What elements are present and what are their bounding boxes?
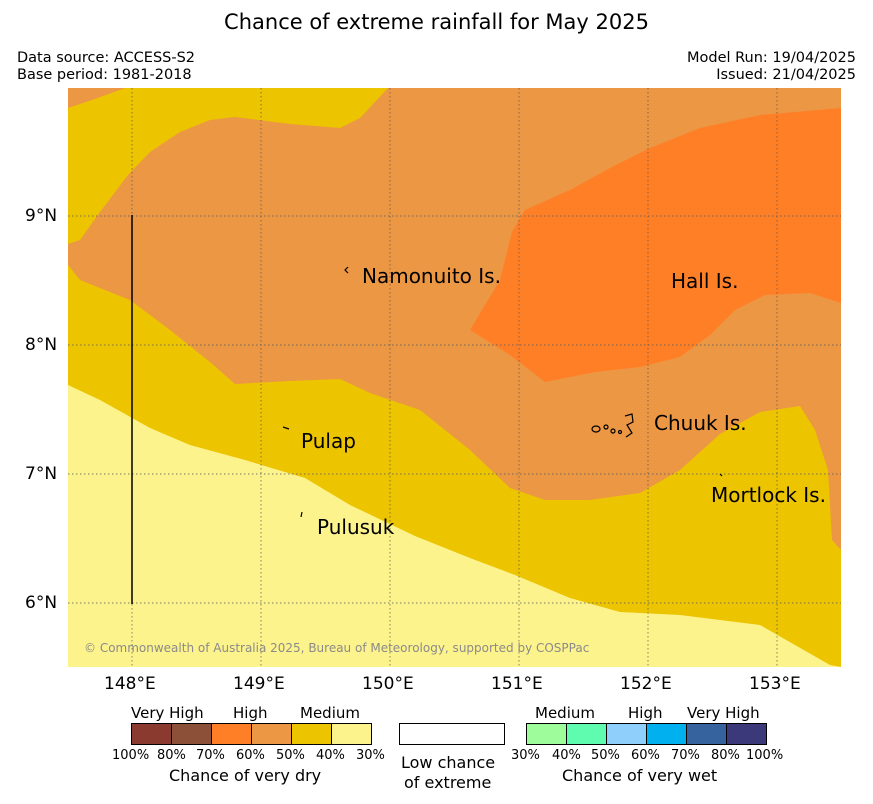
pulap-island-icon xyxy=(282,426,290,430)
dry-color-bar xyxy=(131,723,372,745)
wet-swatch-6 xyxy=(727,724,766,744)
pulusuk-island-icon xyxy=(300,511,303,518)
lat-label-7n: 7°N xyxy=(25,464,58,484)
lat-label-9n: 9°N xyxy=(25,206,58,226)
lon-label-149e: 149°E xyxy=(233,674,285,694)
dry-tick: 80% xyxy=(157,748,186,763)
wet-swatch-1 xyxy=(527,724,567,744)
data-source-label: Data source: ACCESS-S2 xyxy=(17,50,196,66)
low-chance-caption-1: Low chance xyxy=(401,753,496,772)
lon-label-153e: 153°E xyxy=(749,674,801,694)
issued-label: Issued: 21/04/2025 xyxy=(716,67,856,83)
wet-color-bar xyxy=(526,723,767,745)
model-run-label: Model Run: 19/04/2025 xyxy=(686,50,856,66)
place-label-hall: Hall Is. xyxy=(671,269,739,293)
dry-tick: 30% xyxy=(356,748,385,763)
wet-swatch-5 xyxy=(687,724,727,744)
dry-tick: 60% xyxy=(236,748,265,763)
lat-label-6n: 6°N xyxy=(25,593,58,613)
wet-tick: 70% xyxy=(671,748,700,763)
dry-tick: 70% xyxy=(196,748,225,763)
lon-label-150e: 150°E xyxy=(362,674,414,694)
chart-title: Chance of extreme rainfall for May 2025 xyxy=(224,10,649,34)
dry-swatch-5 xyxy=(292,724,332,744)
low-chance-swatch xyxy=(399,723,505,745)
dry-tick: 40% xyxy=(316,748,345,763)
dry-cat-medium: Medium xyxy=(300,704,360,722)
zone-70-80 xyxy=(470,108,841,382)
lon-label-148e: 148°E xyxy=(104,674,156,694)
dry-tick: 50% xyxy=(276,748,305,763)
wet-cat-high: High xyxy=(628,704,663,722)
wet-cat-very-high: Very High xyxy=(687,704,760,722)
place-label-mortlock: Mortlock Is. xyxy=(711,483,826,507)
dry-swatch-6 xyxy=(332,724,371,744)
dry-swatch-2 xyxy=(172,724,212,744)
mortlock-island-icon xyxy=(719,473,723,477)
base-period-label: Base period: 1981-2018 xyxy=(17,67,192,83)
wet-cat-medium: Medium xyxy=(535,704,595,722)
wet-tick: 60% xyxy=(631,748,660,763)
copyright-note: © Commonwealth of Australia 2025, Bureau… xyxy=(84,641,590,655)
lon-label-152e: 152°E xyxy=(620,674,672,694)
wet-tick: 40% xyxy=(552,748,581,763)
map-fill-layer xyxy=(68,88,841,667)
low-chance-caption-2: of extreme xyxy=(404,773,492,792)
dry-tick: 100% xyxy=(112,748,150,763)
lat-label-8n: 8°N xyxy=(25,335,58,355)
chuuk-islands-icon xyxy=(591,413,634,438)
dry-swatch-4 xyxy=(252,724,292,744)
wet-tick: 80% xyxy=(711,748,740,763)
place-label-pulap: Pulap xyxy=(301,429,356,453)
dry-cat-very-high: Very High xyxy=(131,704,204,722)
wet-swatch-4 xyxy=(647,724,687,744)
place-label-namonuito: Namonuito Is. xyxy=(362,264,501,288)
dry-cat-high: High xyxy=(233,704,268,722)
zone-60-70-corner xyxy=(68,88,125,108)
island-markers xyxy=(282,266,723,518)
place-label-chuuk: Chuuk Is. xyxy=(654,411,747,435)
dry-swatch-3 xyxy=(212,724,252,744)
wet-swatch-3 xyxy=(607,724,647,744)
wet-swatch-2 xyxy=(567,724,607,744)
dry-caption: Chance of very dry xyxy=(169,766,322,785)
wet-tick: 50% xyxy=(591,748,620,763)
wet-tick: 100% xyxy=(746,748,784,763)
wet-tick: 30% xyxy=(511,748,540,763)
lon-label-151e: 151°E xyxy=(491,674,543,694)
namonuito-island-icon xyxy=(344,266,349,274)
place-label-pulusuk: Pulusuk xyxy=(317,515,395,539)
dry-swatch-1 xyxy=(132,724,172,744)
wet-caption: Chance of very wet xyxy=(562,766,718,785)
